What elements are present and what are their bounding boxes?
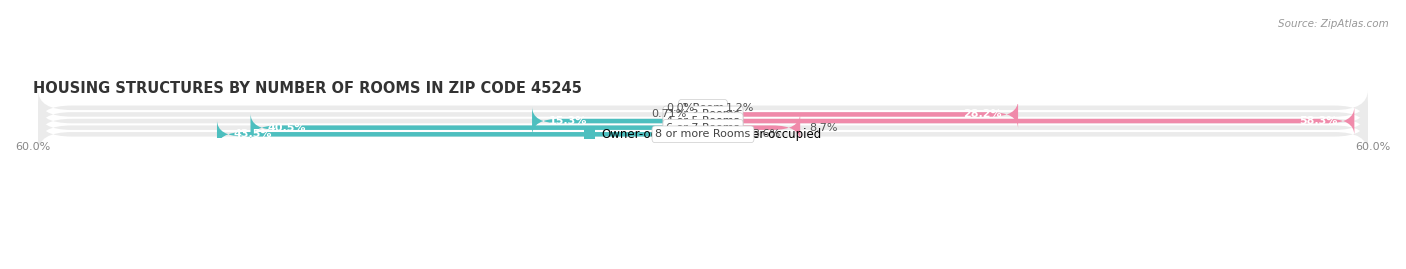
FancyBboxPatch shape — [703, 100, 1018, 129]
FancyBboxPatch shape — [703, 120, 744, 148]
Text: 3.6%: 3.6% — [752, 129, 780, 139]
Text: 1 Room: 1 Room — [682, 103, 724, 113]
FancyBboxPatch shape — [217, 120, 703, 148]
FancyBboxPatch shape — [38, 103, 1368, 139]
Legend: Owner-occupied, Renter-occupied: Owner-occupied, Renter-occupied — [579, 123, 827, 146]
Text: 0.71%: 0.71% — [651, 109, 686, 119]
FancyBboxPatch shape — [531, 107, 703, 135]
Text: 1.2%: 1.2% — [725, 103, 754, 113]
FancyBboxPatch shape — [38, 117, 1368, 152]
Text: 40.5%: 40.5% — [267, 123, 305, 133]
Text: 8.7%: 8.7% — [808, 123, 838, 133]
FancyBboxPatch shape — [703, 113, 800, 142]
FancyBboxPatch shape — [38, 97, 1368, 132]
FancyBboxPatch shape — [38, 90, 1368, 125]
Text: 4 or 5 Rooms: 4 or 5 Rooms — [666, 116, 740, 126]
FancyBboxPatch shape — [38, 110, 1368, 145]
Text: 6 or 7 Rooms: 6 or 7 Rooms — [666, 123, 740, 133]
Text: Source: ZipAtlas.com: Source: ZipAtlas.com — [1278, 19, 1389, 29]
Text: 15.3%: 15.3% — [548, 116, 588, 126]
Text: 43.5%: 43.5% — [233, 129, 273, 139]
Text: 2 or 3 Rooms: 2 or 3 Rooms — [666, 109, 740, 119]
FancyBboxPatch shape — [250, 113, 703, 142]
Text: 28.2%: 28.2% — [963, 109, 1001, 119]
FancyBboxPatch shape — [675, 100, 723, 129]
FancyBboxPatch shape — [689, 94, 731, 122]
FancyBboxPatch shape — [703, 107, 1354, 135]
Text: 8 or more Rooms: 8 or more Rooms — [655, 129, 751, 139]
Text: 0.0%: 0.0% — [666, 103, 695, 113]
Text: 58.3%: 58.3% — [1299, 116, 1337, 126]
Text: HOUSING STRUCTURES BY NUMBER OF ROOMS IN ZIP CODE 45245: HOUSING STRUCTURES BY NUMBER OF ROOMS IN… — [32, 81, 582, 96]
